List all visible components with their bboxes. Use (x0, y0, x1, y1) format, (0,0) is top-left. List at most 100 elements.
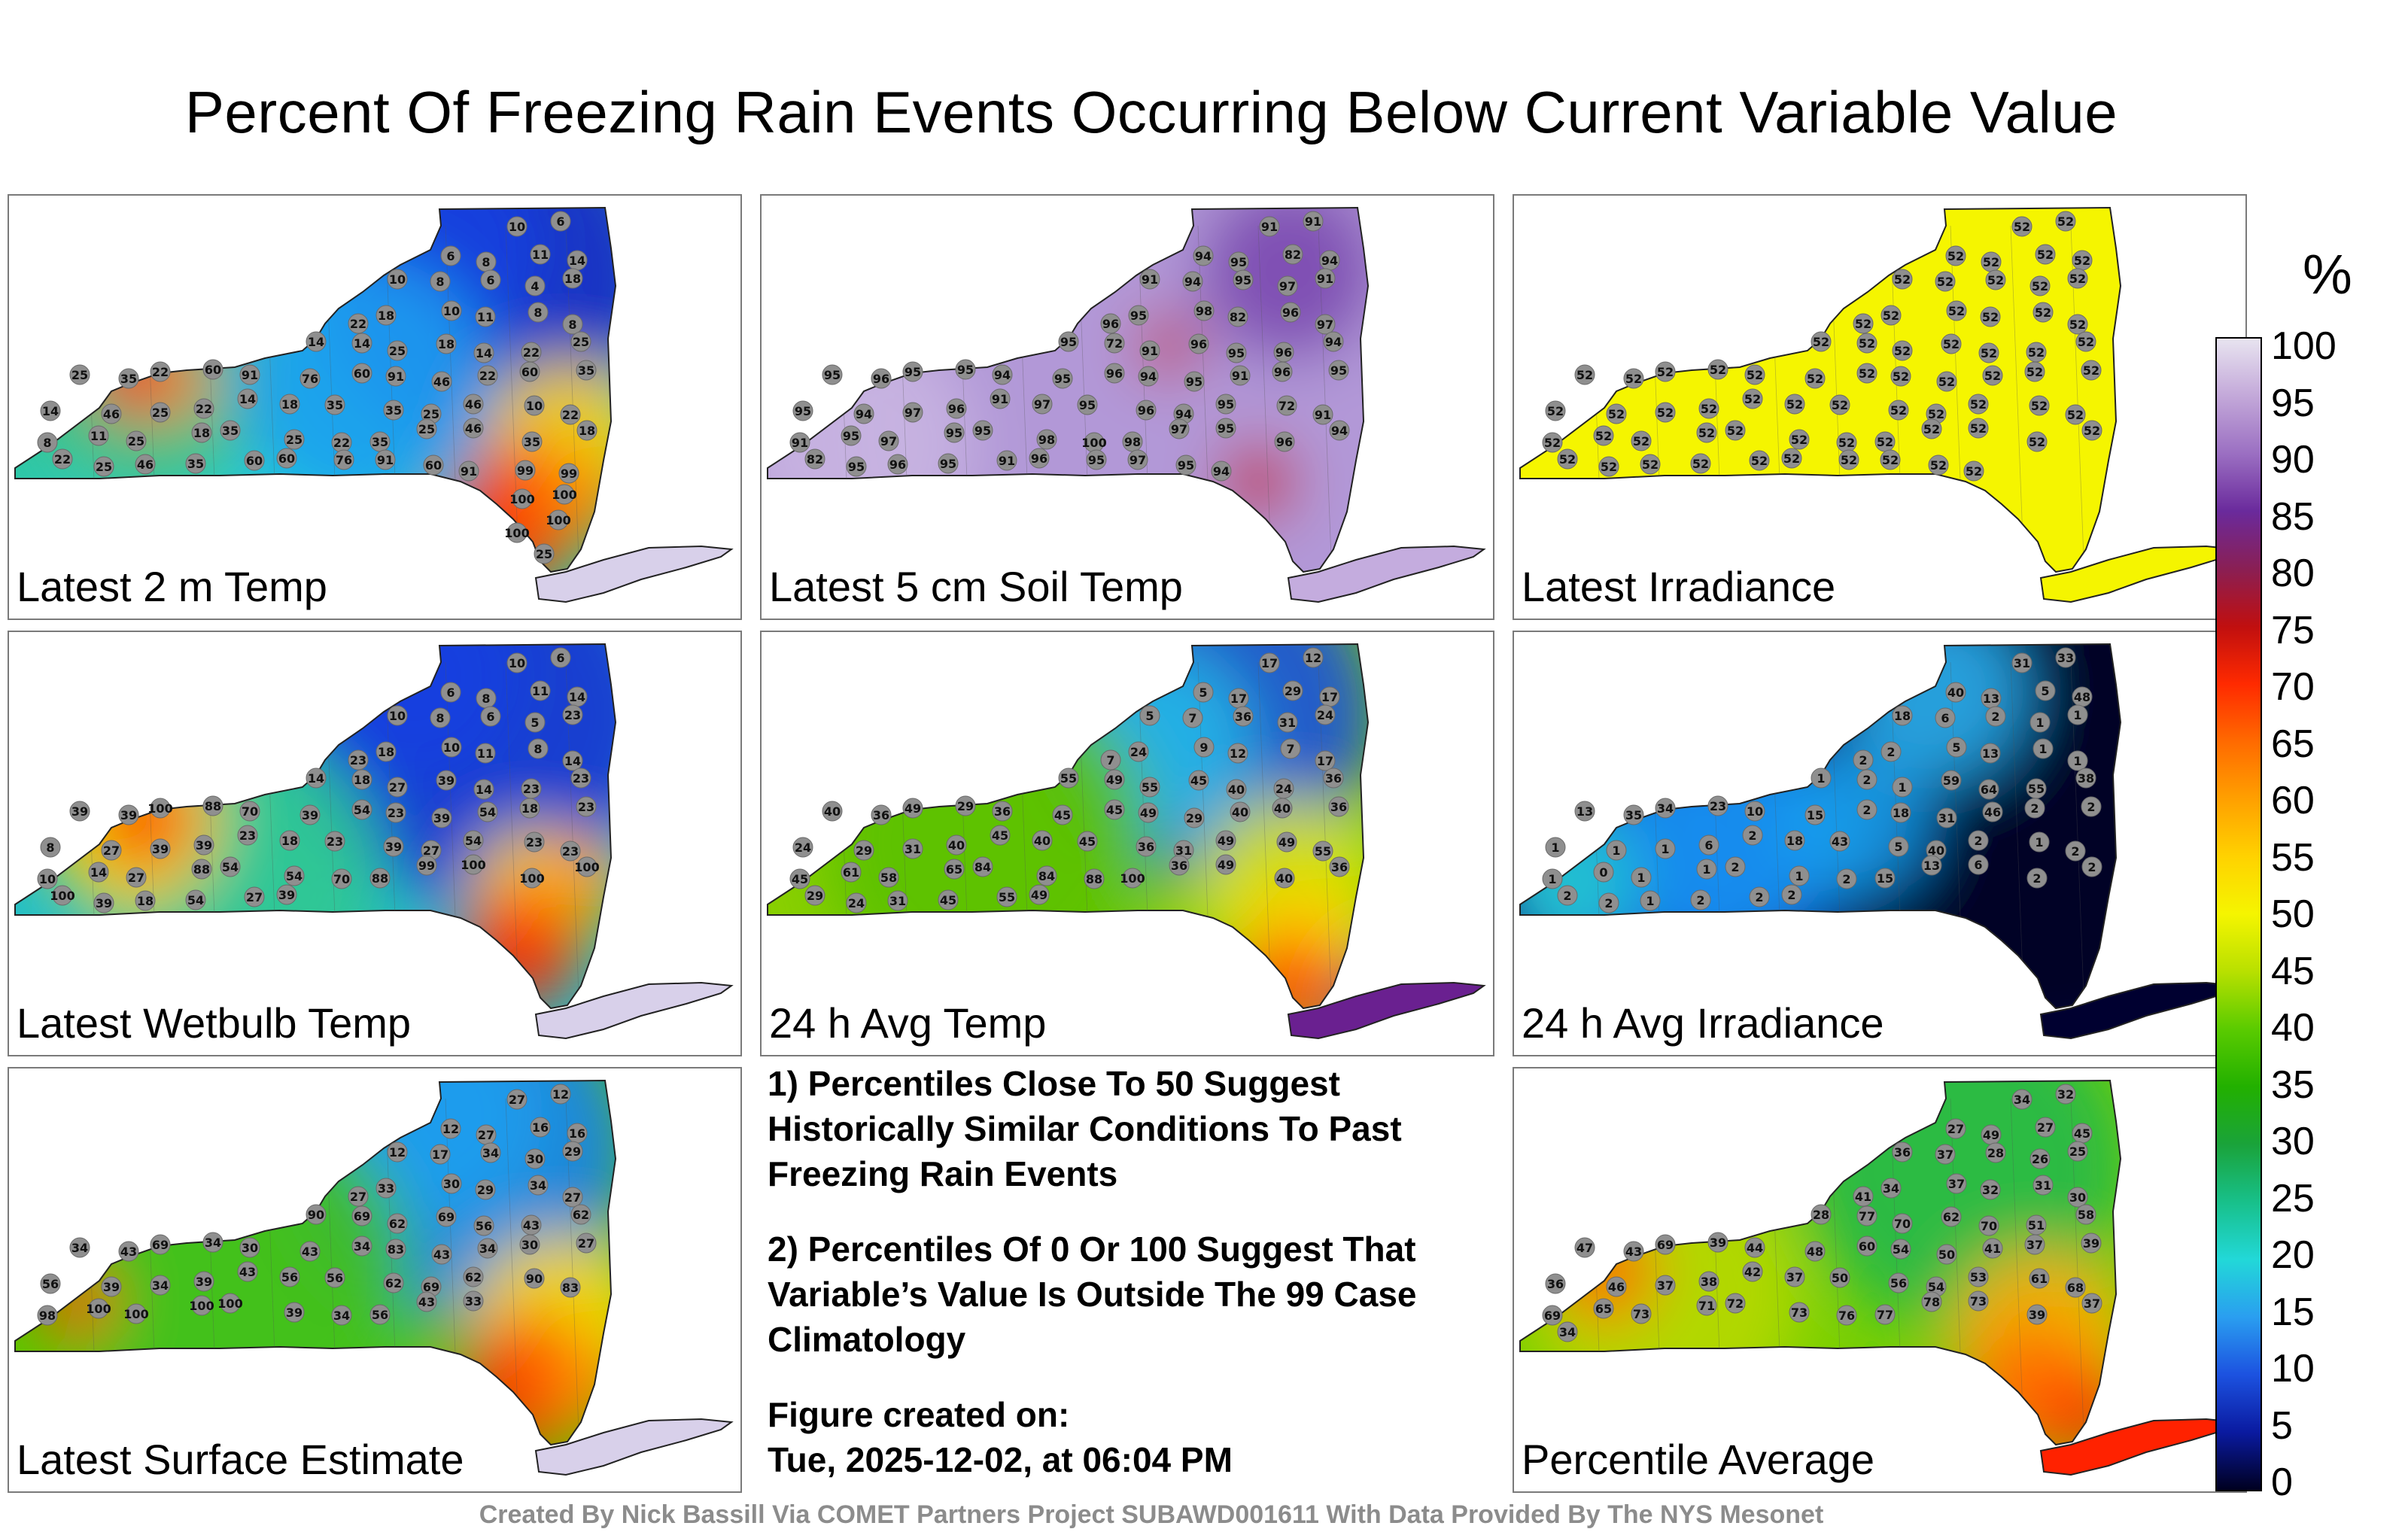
station-value: 39 (152, 842, 169, 856)
station-value: 1 (2073, 708, 2081, 722)
colorbar-tick: 95 (2271, 381, 2315, 425)
station-dot (1280, 738, 1301, 759)
station-value: 76 (1838, 1309, 1855, 1323)
ny-outline (14, 1079, 617, 1446)
station-dot (440, 682, 461, 703)
station-value: 62 (385, 1276, 402, 1290)
station-dot (239, 801, 260, 822)
station-value: 50 (1832, 1271, 1848, 1285)
station-dot (126, 430, 147, 451)
station-value: 91 (242, 368, 258, 382)
station-value: 2 (1887, 745, 1895, 759)
station-value: 52 (1970, 397, 1987, 412)
station-value: 22 (152, 365, 169, 379)
field-blob (536, 835, 616, 926)
station-value: 72 (1106, 336, 1123, 351)
station-dot (1574, 364, 1595, 385)
station-value: 52 (1882, 453, 1899, 467)
station-value: 2 (2033, 871, 2041, 886)
colorbar-tick: 15 (2271, 1290, 2315, 1334)
station-dot (1853, 1186, 1874, 1207)
station-value: 91 (377, 453, 394, 467)
station-dot (1892, 1141, 1913, 1163)
station-dot (1545, 837, 1566, 858)
station-value: 52 (1923, 422, 1940, 436)
station-dot (387, 705, 408, 726)
station-dot (416, 1291, 437, 1312)
station-value: 62 (389, 1217, 406, 1231)
station-value: 41 (1984, 1242, 2001, 1256)
station-dot (202, 1232, 223, 1253)
station-dot (1781, 448, 1802, 469)
station-dot (871, 368, 892, 389)
station-value: 10 (509, 656, 525, 670)
station-value: 88 (372, 871, 388, 886)
station-dot (416, 855, 437, 876)
station-dot (1935, 1144, 1956, 1165)
station-dot (191, 859, 212, 880)
station-dot (1784, 1266, 1805, 1287)
station-value: 83 (388, 1242, 404, 1257)
station-value: 91 (999, 454, 1015, 468)
station-value: 95 (824, 368, 841, 382)
station-value: 96 (1274, 365, 1291, 379)
station-dot (1128, 305, 1149, 326)
station-value: 18 (438, 337, 455, 351)
station-dot (990, 825, 1011, 846)
station-dot (1086, 449, 1107, 470)
station-dot (1749, 886, 1770, 907)
station-value: 34 (1657, 801, 1674, 816)
station-dot (1215, 830, 1236, 851)
station-dot (185, 453, 206, 474)
station-dot (1856, 799, 1877, 820)
station-dot (463, 394, 484, 415)
station-dot (524, 1268, 545, 1289)
station-dot (477, 1238, 498, 1259)
station-value: 2 (1731, 860, 1739, 874)
station-value: 12 (1230, 746, 1246, 761)
station-value: 95 (848, 460, 865, 474)
station-value: 11 (477, 310, 494, 324)
station-dot (1084, 868, 1105, 889)
station-value: 100 (519, 871, 544, 886)
station-value: 28 (1813, 1208, 1829, 1222)
station-dot (550, 211, 571, 232)
station-value: 99 (561, 467, 577, 481)
station-value: 94 (1331, 424, 1348, 438)
station-value: 39 (438, 774, 455, 788)
station-dot (1606, 1276, 1627, 1297)
station-dot (1946, 300, 1967, 321)
station-dot (375, 741, 397, 762)
long-island (1287, 981, 1486, 1040)
station-value: 2 (1991, 710, 1999, 724)
station-value: 100 (552, 488, 576, 502)
station-value: 52 (1701, 402, 1717, 416)
station-dot (2067, 314, 2088, 335)
station-value: 18 (281, 397, 298, 412)
station-dot (1921, 418, 1942, 439)
station-dot (1890, 802, 1911, 823)
station-value: 17 (1317, 754, 1333, 768)
station-dot (902, 798, 923, 819)
station-dot (1104, 333, 1125, 354)
station-dot (992, 801, 1013, 822)
station-value: 91 (792, 436, 808, 450)
station-dot (1104, 769, 1125, 790)
station-value: 1 (1817, 771, 1825, 786)
station-dot (562, 268, 583, 289)
station-value: 52 (1747, 368, 1763, 382)
station-dot (1707, 359, 1728, 380)
station-value: 60 (521, 365, 538, 379)
station-value: 91 (1305, 214, 1321, 229)
station-value: 61 (2031, 1272, 2048, 1286)
station-dot (1696, 422, 1717, 443)
station-value: 52 (1576, 368, 1593, 382)
station-value: 95 (843, 429, 859, 443)
station-dot (1742, 825, 1763, 846)
station-value: 55 (1315, 844, 1331, 859)
station-value: 61 (843, 865, 859, 880)
station-value: 18 (281, 834, 298, 848)
station-dot (1052, 368, 1073, 389)
station-value: 64 (1981, 783, 1997, 797)
station-dot (279, 394, 300, 415)
